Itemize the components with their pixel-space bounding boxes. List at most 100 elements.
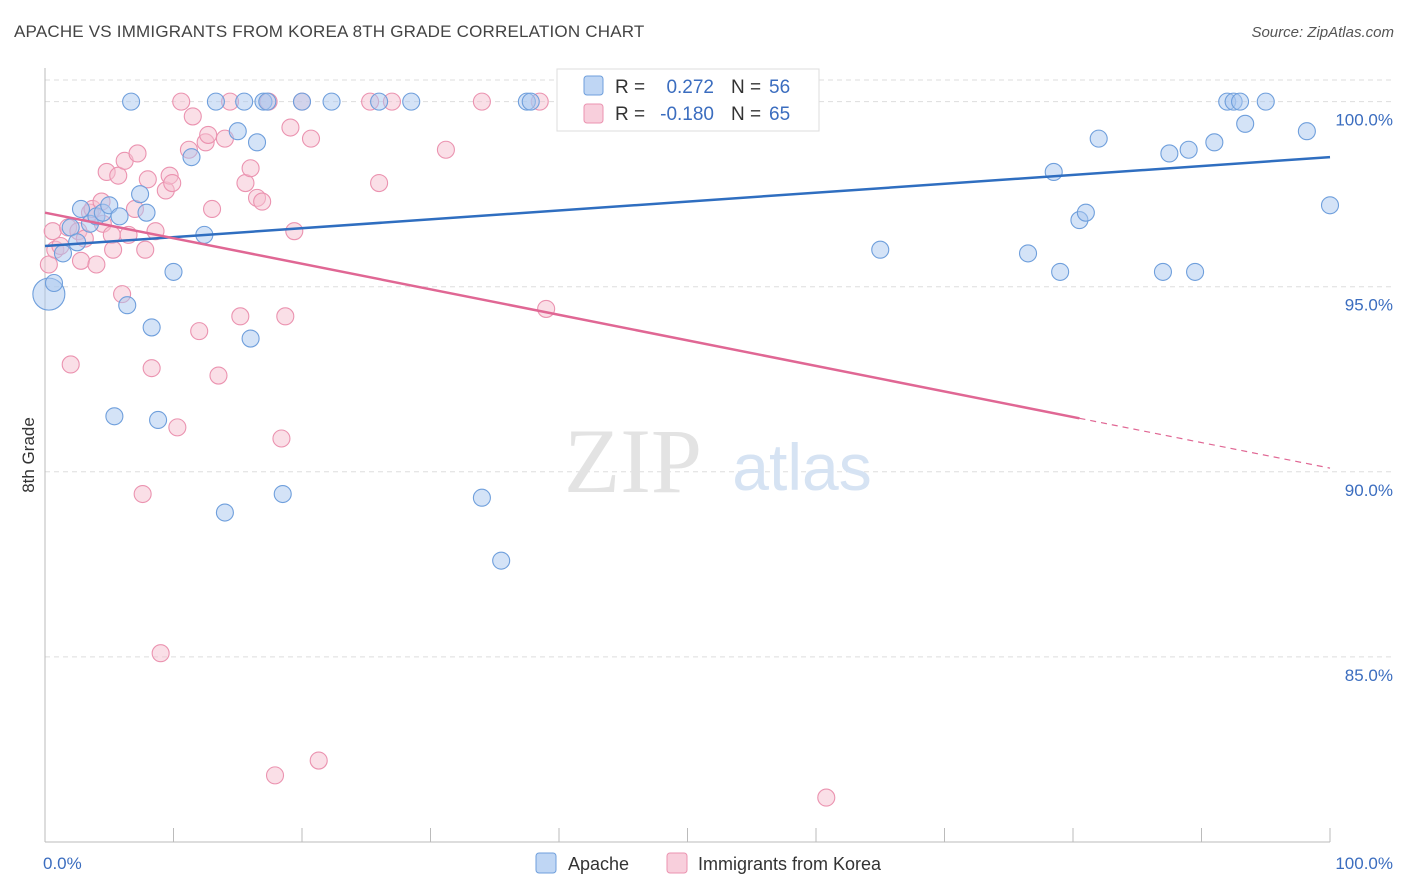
korea-point xyxy=(253,192,272,211)
legend-swatch-apache xyxy=(583,75,604,96)
korea-point xyxy=(172,92,191,111)
legend-n-value-korea: 65 xyxy=(769,104,790,125)
apache-point xyxy=(1018,244,1038,263)
legend-r-value-apache: 0.272 xyxy=(666,77,714,98)
korea-point xyxy=(133,484,152,504)
apache-point xyxy=(1236,114,1255,133)
bottom-legend: Apache Immigrants from Korea xyxy=(535,852,882,874)
source-label: Source: ZipAtlas.com xyxy=(1251,24,1394,41)
korea-point xyxy=(436,140,455,159)
apache-point xyxy=(100,196,119,215)
korea-point xyxy=(104,240,123,259)
y-tick-label-1: 90.0% xyxy=(1345,481,1393,500)
apache-point xyxy=(235,92,254,111)
watermark-atlas: atlas xyxy=(732,430,871,504)
axes xyxy=(44,68,1331,843)
apache-point xyxy=(292,92,312,111)
korea-point xyxy=(265,766,285,785)
y-tick-labels: 85.0% 90.0% 95.0% 100.0% xyxy=(1335,111,1393,685)
korea-trend-line xyxy=(44,211,1080,420)
apache-point xyxy=(1205,133,1224,152)
korea-point xyxy=(199,125,218,144)
watermark-zip: ZIP xyxy=(564,410,702,512)
legend-r-value-korea: -0.180 xyxy=(660,104,714,125)
x-tick-label-0: 0.0% xyxy=(43,854,82,873)
korea-point xyxy=(472,92,491,111)
apache-point xyxy=(164,262,183,281)
legend-n-value-apache: 56 xyxy=(769,77,790,98)
apache-point xyxy=(44,273,64,293)
apache-point xyxy=(402,92,421,111)
apache-points xyxy=(32,92,1340,570)
apache-point xyxy=(247,133,267,152)
apache-point xyxy=(118,296,137,315)
apache-point xyxy=(131,185,150,204)
apache-point xyxy=(1297,122,1316,141)
chart-title: APACHE VS IMMIGRANTS FROM KOREA 8TH GRAD… xyxy=(14,22,645,41)
apache-point xyxy=(105,407,124,426)
bottom-legend-apache: Apache xyxy=(568,854,629,874)
korea-point xyxy=(231,307,250,326)
korea-trend-line-extension xyxy=(1079,417,1331,469)
korea-point xyxy=(183,107,202,126)
korea-point xyxy=(151,644,170,663)
apache-point xyxy=(370,92,389,111)
apache-point xyxy=(142,318,161,337)
trend-lines xyxy=(44,155,1331,469)
korea-point xyxy=(370,174,389,193)
y-tick-label-2: 95.0% xyxy=(1345,296,1393,315)
korea-point xyxy=(209,366,228,385)
legend-n-label-apache: N = xyxy=(731,77,761,98)
apache-point xyxy=(1179,140,1198,159)
korea-point xyxy=(190,322,209,341)
korea-point xyxy=(71,251,91,270)
korea-point xyxy=(309,751,328,770)
apache-point xyxy=(228,122,247,141)
apache-point xyxy=(53,244,73,263)
legend-r-label-apache: R = xyxy=(615,77,645,98)
apache-point xyxy=(273,484,292,504)
korea-point xyxy=(281,118,300,137)
bottom-legend-swatch-korea xyxy=(666,852,688,874)
korea-point xyxy=(87,255,106,274)
apache-point xyxy=(258,92,277,111)
legend: R = 0.272 N = 56 R = -0.180 N = 65 xyxy=(556,68,820,132)
korea-point xyxy=(136,240,155,259)
apache-point xyxy=(182,148,201,167)
legend-r-label-korea: R = xyxy=(615,104,645,125)
korea-point xyxy=(138,170,157,189)
korea-point xyxy=(285,222,304,241)
korea-point xyxy=(301,129,321,148)
apache-point xyxy=(1256,92,1275,111)
bottom-legend-swatch-apache xyxy=(535,852,557,874)
apache-point xyxy=(1320,196,1340,215)
watermark: ZIP atlas xyxy=(564,410,872,512)
korea-point xyxy=(142,359,161,378)
korea-point xyxy=(537,299,556,318)
apache-point xyxy=(149,410,168,430)
apache-point xyxy=(1089,129,1108,148)
apache-point xyxy=(215,503,234,522)
apache-point xyxy=(137,203,156,222)
korea-point xyxy=(168,418,187,437)
apache-point xyxy=(71,199,91,219)
bottom-legend-korea: Immigrants from Korea xyxy=(698,854,882,874)
korea-point xyxy=(272,429,291,448)
apache-point xyxy=(206,92,225,111)
apache-point xyxy=(122,92,141,111)
apache-point xyxy=(521,92,540,111)
apache-point xyxy=(1051,262,1070,281)
apache-point xyxy=(1186,262,1205,281)
y-axis-title: 8th Grade xyxy=(19,417,38,493)
x-tick-labels: 0.0% 100.0% xyxy=(43,854,1393,873)
korea-point xyxy=(163,174,182,193)
y-tick-label-0: 85.0% xyxy=(1345,666,1393,685)
apache-point xyxy=(871,240,890,259)
legend-swatch-korea xyxy=(583,103,604,124)
legend-n-label-korea: N = xyxy=(731,104,761,125)
apache-point xyxy=(322,92,341,111)
apache-point xyxy=(110,207,129,226)
apache-trend-line xyxy=(44,155,1331,248)
apache-point xyxy=(241,329,260,348)
